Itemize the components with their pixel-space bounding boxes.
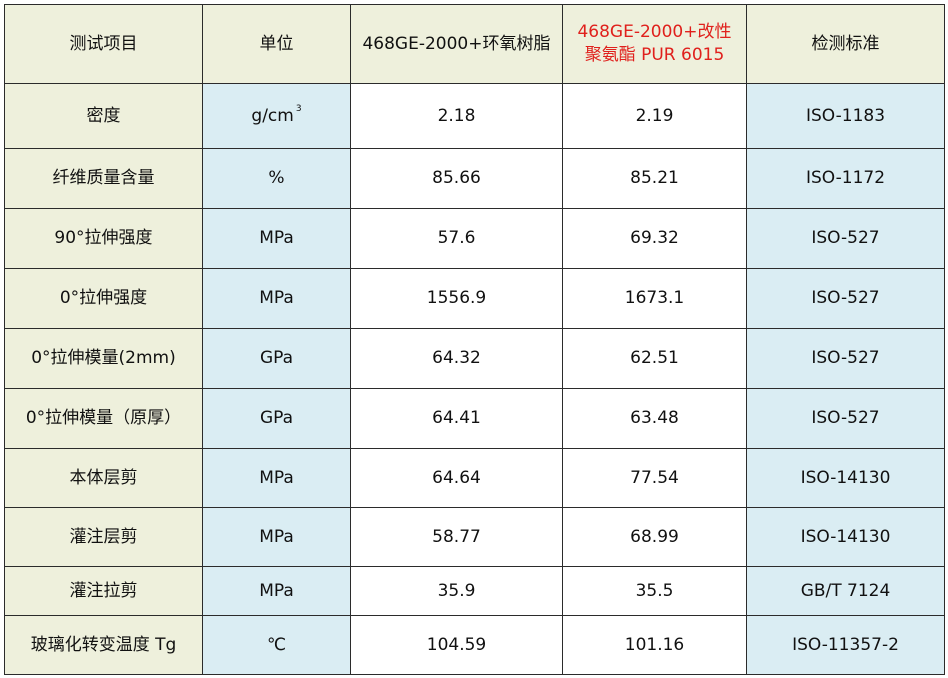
row-standard: ISO-527: [746, 388, 945, 449]
row-item: 玻璃化转变温度 Tg: [4, 615, 203, 675]
row-value-a: 58.77: [350, 507, 563, 567]
row-unit: MPa: [202, 566, 351, 616]
table-row: 纤维质量含量 % 85.66 85.21 ISO-1172: [4, 148, 945, 209]
header-col-b: 468GE-2000+改性 聚氨酯 PUR 6015: [562, 4, 747, 84]
row-standard: ISO-1172: [746, 148, 945, 209]
row-value-a: 104.59: [350, 615, 563, 675]
row-value-b: 62.51: [562, 328, 747, 389]
row-value-b: 69.32: [562, 208, 747, 269]
header-row: 测试项目 单位 468GE-2000+环氧树脂 468GE-2000+改性 聚氨…: [4, 4, 945, 84]
row-item: 密度: [4, 83, 203, 149]
row-standard: GB/T 7124: [746, 566, 945, 616]
row-value-a: 64.41: [350, 388, 563, 449]
row-unit: ℃: [202, 615, 351, 675]
row-value-b: 2.19: [562, 83, 747, 149]
row-item: 灌注拉剪: [4, 566, 203, 616]
header-standard: 检测标准: [746, 4, 945, 84]
row-item: 0°拉伸模量（原厚）: [4, 388, 203, 449]
row-unit: GPa: [202, 388, 351, 449]
row-value-b: 35.5: [562, 566, 747, 616]
row-value-b: 101.16: [562, 615, 747, 675]
header-item: 测试项目: [4, 4, 203, 84]
header-col-b-line2: 聚氨酯 PUR 6015: [584, 45, 725, 65]
table-row: 本体层剪 MPa 64.64 77.54 ISO-14130: [4, 448, 945, 508]
row-unit: GPa: [202, 328, 351, 389]
row-unit: MPa: [202, 507, 351, 567]
table-row: 玻璃化转变温度 Tg ℃ 104.59 101.16 ISO-11357-2: [4, 615, 945, 675]
row-unit: g/cm 3: [202, 83, 351, 149]
row-unit: MPa: [202, 448, 351, 508]
table-row: 0°拉伸模量(2mm) GPa 64.32 62.51 ISO-527: [4, 328, 945, 389]
unit-superscript: 3: [295, 103, 302, 114]
row-standard: ISO-14130: [746, 448, 945, 508]
row-value-a: 85.66: [350, 148, 563, 209]
properties-table: 测试项目 单位 468GE-2000+环氧树脂 468GE-2000+改性 聚氨…: [4, 4, 945, 675]
row-value-a: 64.32: [350, 328, 563, 389]
row-unit: MPa: [202, 208, 351, 269]
row-value-b: 77.54: [562, 448, 747, 508]
row-standard: ISO-527: [746, 328, 945, 389]
row-value-b: 1673.1: [562, 268, 747, 329]
table-row: 90°拉伸强度 MPa 57.6 69.32 ISO-527: [4, 208, 945, 269]
row-value-a: 2.18: [350, 83, 563, 149]
table-row: 密度 g/cm 3 2.18 2.19 ISO-1183: [4, 83, 945, 149]
row-item: 0°拉伸模量(2mm): [4, 328, 203, 389]
row-unit: MPa: [202, 268, 351, 329]
header-unit: 单位: [202, 4, 351, 84]
header-col-b-line1: 468GE-2000+改性: [577, 22, 732, 43]
table-row: 灌注拉剪 MPa 35.9 35.5 GB/T 7124: [4, 566, 945, 616]
row-value-a: 64.64: [350, 448, 563, 508]
row-unit: %: [202, 148, 351, 209]
header-col-a: 468GE-2000+环氧树脂: [350, 4, 563, 84]
row-standard: ISO-11357-2: [746, 615, 945, 675]
row-item: 灌注层剪: [4, 507, 203, 567]
row-value-b: 63.48: [562, 388, 747, 449]
row-value-a: 35.9: [350, 566, 563, 616]
row-standard: ISO-527: [746, 208, 945, 269]
table-row: 灌注层剪 MPa 58.77 68.99 ISO-14130: [4, 507, 945, 567]
row-item: 0°拉伸强度: [4, 268, 203, 329]
row-value-b: 68.99: [562, 507, 747, 567]
row-standard: ISO-527: [746, 268, 945, 329]
table-row: 0°拉伸模量（原厚） GPa 64.41 63.48 ISO-527: [4, 388, 945, 449]
table-row: 0°拉伸强度 MPa 1556.9 1673.1 ISO-527: [4, 268, 945, 329]
row-item: 90°拉伸强度: [4, 208, 203, 269]
row-item: 本体层剪: [4, 448, 203, 508]
unit-text: g/cm: [251, 105, 294, 126]
row-standard: ISO-1183: [746, 83, 945, 149]
row-standard: ISO-14130: [746, 507, 945, 567]
row-value-b: 85.21: [562, 148, 747, 209]
row-value-a: 1556.9: [350, 268, 563, 329]
row-value-a: 57.6: [350, 208, 563, 269]
row-item: 纤维质量含量: [4, 148, 203, 209]
